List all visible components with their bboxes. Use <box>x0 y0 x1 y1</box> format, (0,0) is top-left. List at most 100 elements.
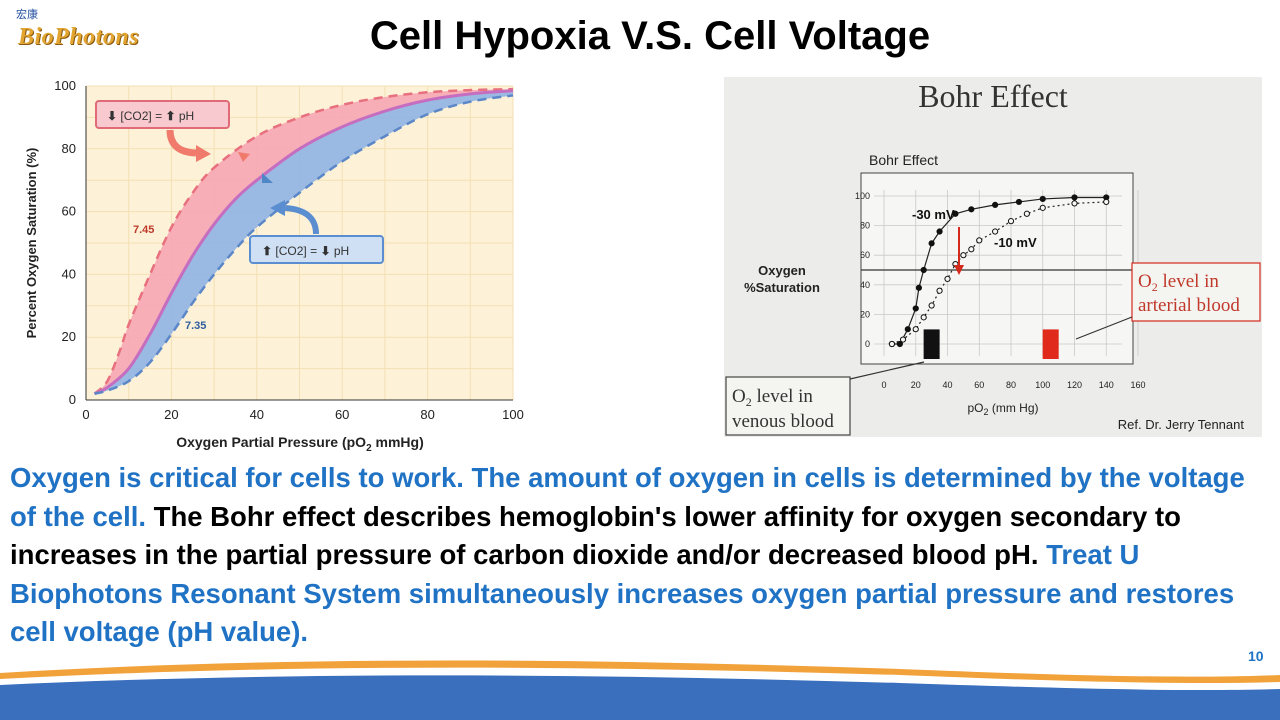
bohr-data-point <box>888 340 896 348</box>
bohr-data-point <box>904 326 911 333</box>
bohr-xlabel: pO2 (mm Hg) <box>967 401 1038 417</box>
down-arrow-icon: ⬇ <box>107 109 117 123</box>
bohr-data-point <box>968 206 975 213</box>
bohr-x-tick: 0 <box>881 380 886 390</box>
y-axis-label: Percent Oxygen Saturation (%) <box>24 148 39 339</box>
pink-arrowhead <box>196 145 211 162</box>
x-axis-label: Oxygen Partial Pressure (pO2 mmHg) <box>176 434 424 454</box>
bohr-data-point <box>992 228 999 235</box>
venous-callout-line2: venous blood <box>732 411 834 432</box>
paragraph-blue-1: Oxygen is critical for cells to work. Th… <box>10 462 1245 532</box>
bohr-x-tick: 140 <box>1099 380 1114 390</box>
paragraph-blue-2: Treat U Biophotons Resonant System simul… <box>10 539 1235 647</box>
bohr-data-point <box>976 237 983 244</box>
up-arrow-icon: ⬆ <box>165 109 175 123</box>
bohr-bars <box>923 329 1059 359</box>
bohr-y-tick: 80 <box>860 221 870 231</box>
x-tick-label: 20 <box>164 407 178 422</box>
series-label-735: 7.35 <box>185 320 206 332</box>
bohr-data-point <box>912 305 919 312</box>
curve-series-0 <box>93 87 514 395</box>
bohr-x-tick: 80 <box>1006 380 1016 390</box>
bohr-ylabel-2: %Saturation <box>744 280 820 295</box>
bohr-x-tick: 100 <box>1035 380 1050 390</box>
small-blue-arrow <box>262 173 273 183</box>
bohr-data-point <box>1039 195 1046 203</box>
oxygen-dissociation-chart: 0 20 40 60 80 100 0 20 40 60 80 100 Percent Oxygen … <box>24 78 524 454</box>
pink-curved-arrow <box>166 129 197 157</box>
bohr-data-point <box>920 266 927 274</box>
biophotons-logo: 宏康 BioPhotons <box>12 6 172 56</box>
bohr-heading: Bohr Effect <box>918 78 1068 114</box>
bohr-data-point <box>1071 194 1078 201</box>
y-tick-label: 60 <box>62 204 76 219</box>
venous-pointer <box>849 361 925 380</box>
pink-annotation-box <box>95 100 230 129</box>
bohr-subtitle: Bohr Effect <box>869 152 938 168</box>
bohr-data-point <box>1007 218 1015 225</box>
bohr-x-tick: 60 <box>974 380 984 390</box>
x-tick-label: 60 <box>335 407 349 422</box>
bohr-effect-panel: Bohr Effect Bohr Effect 0 20 40 60 80 100 120 1… <box>724 77 1262 437</box>
bohr-y-tick: 20 <box>860 309 870 319</box>
blue-annotation-box <box>249 235 384 264</box>
arterial-callout-box <box>1131 262 1261 322</box>
bohr-y-tick: 100 <box>855 191 870 201</box>
bohr-data-point <box>1015 198 1023 206</box>
bohr-data-point <box>992 201 999 208</box>
bohr-y-tick: 40 <box>860 280 870 290</box>
blue-arrowhead <box>270 200 285 216</box>
x-tick-label: 0 <box>82 407 89 422</box>
arterial-callout-line1: O2 level in <box>1138 271 1219 294</box>
bohr-plot-area <box>860 172 1134 365</box>
bohr-effect-chart: Bohr Effect Bohr Effect 0 20 40 60 80 100 120 1… <box>725 78 1261 436</box>
body-paragraph: Oxygen is critical for cells to work. Th… <box>10 459 1272 652</box>
bohr-data-point <box>928 302 935 309</box>
bohr-data-point <box>968 246 975 253</box>
page-number: 10 <box>1248 648 1264 664</box>
y-tick-label: 0 <box>69 392 76 407</box>
y-tick-label: 40 <box>62 266 76 281</box>
bohr-data-point <box>936 287 943 294</box>
bohr-data-point <box>912 326 919 333</box>
bohr-data-point <box>944 275 951 282</box>
bohr-axis-ticks: 0 20 40 60 80 100 120 140 160 0 20 40 60 80 100 <box>855 191 1146 390</box>
x-tick-label: 40 <box>250 407 264 422</box>
bohr-y-tick: 0 <box>865 339 870 349</box>
bohr-ylabel-1: Oxygen <box>758 263 806 278</box>
footer-blue-wave <box>0 675 1280 720</box>
slide-title: Cell Hypoxia V.S. Cell Voltage <box>369 14 931 58</box>
bohr-data-point <box>1103 198 1110 206</box>
paragraph-black-1: The Bohr effect describes hemoglobin's l… <box>10 500 1181 571</box>
small-pink-arrow <box>238 152 250 162</box>
y-tick-label: 100 <box>54 78 76 93</box>
up-arrow-icon: ⬆ <box>262 244 272 258</box>
reference-text: Ref. Dr. Jerry Tennant <box>1118 417 1245 432</box>
y-tick-label: 20 <box>62 329 76 344</box>
bohr-data-point <box>1071 200 1078 207</box>
logo-wordmark: BioPhotons <box>18 24 140 50</box>
bohr-data-point <box>960 252 967 259</box>
axis-ticks: 0 20 40 60 80 100 0 20 40 60 80 100 <box>54 78 524 422</box>
down-arrow-icon: ⬇ <box>320 244 330 258</box>
red-arrowhead <box>954 265 964 275</box>
bohr-data-point <box>920 314 927 321</box>
bohr-data-point <box>1023 210 1030 217</box>
bohr-data-point <box>1039 204 1046 211</box>
y-tick-label: 80 <box>62 141 76 156</box>
bohr-x-tick: 160 <box>1130 380 1145 390</box>
x-tick-label: 80 <box>420 407 434 422</box>
bohr-data-point <box>915 284 923 291</box>
pink-band <box>94 89 513 394</box>
arterial-pointer <box>1075 316 1133 340</box>
logo-mark: 宏康 <box>16 9 38 21</box>
bohr-data-point <box>936 228 943 235</box>
arterial-callout-line2: arterial blood <box>1138 295 1240 316</box>
bohr-series <box>888 194 1110 348</box>
bohr-bar <box>1042 329 1059 359</box>
venous-callout-line1: O2 level in <box>732 386 813 409</box>
series-label-745: 7.45 <box>133 224 154 236</box>
venous-callout-box <box>725 376 851 436</box>
bohr-x-tick: 20 <box>911 380 921 390</box>
curve-series-1 <box>93 89 514 396</box>
